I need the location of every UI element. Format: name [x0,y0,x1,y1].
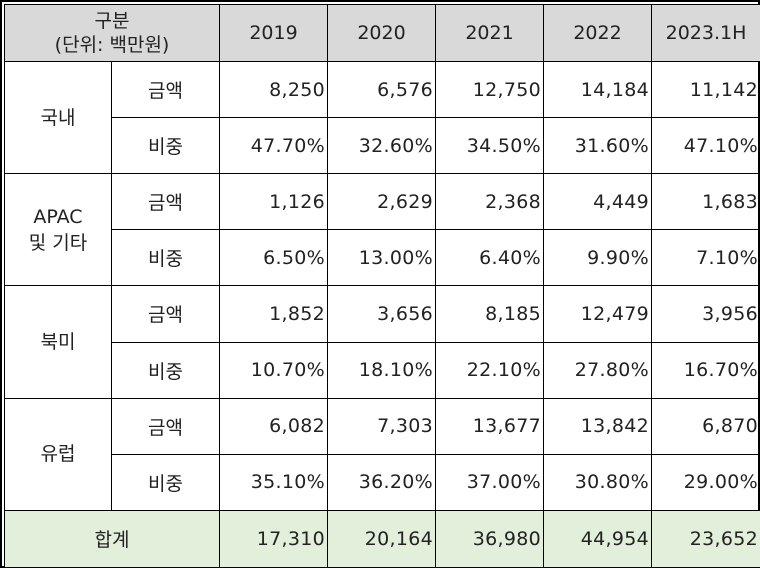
value-cell: 7.10% [651,229,760,287]
value-cell: 11,142 [651,60,760,119]
header-year-2019: 2019 [219,4,329,62]
value-cell: 8,250 [219,60,329,119]
metric-label-share: 비중 [110,117,221,175]
metric-label-amount: 금액 [110,285,221,343]
value-cell: 35.10% [219,453,329,511]
value-cell: 32.60% [327,117,437,175]
region-name: 국내 [40,106,76,129]
value-cell: 1,683 [651,173,760,231]
total-value-cell: 44,954 [543,509,653,568]
header-year-2021: 2021 [435,4,545,62]
region-name: 북미 [40,331,76,354]
region-cell-north-america: 북미 [4,285,112,399]
value-cell: 37.00% [435,453,545,511]
metric-label-amount: 금액 [110,60,221,119]
value-cell: 4,449 [543,173,653,231]
value-cell: 12,750 [435,60,545,119]
metric-label-share: 비중 [110,229,221,287]
value-cell: 29.00% [651,453,760,511]
metric-label-amount: 금액 [110,397,221,455]
value-cell: 6,082 [219,397,329,455]
value-cell: 6.40% [435,229,545,287]
table-row: 비중 6.50% 13.00% 6.40% 9.90% 7.10% [5,229,760,287]
header-category-label: 구분 [94,10,130,32]
value-cell: 36.20% [327,453,437,511]
value-cell: 3,956 [651,285,760,343]
total-value-cell: 23,652 [651,509,760,568]
value-cell: 10.70% [219,341,329,399]
table-row: 유럽 금액 6,082 7,303 13,677 13,842 6,870 [4,397,760,511]
value-cell: 31.60% [543,117,653,175]
revenue-by-region-table: 구분 (단위: 백만원) 2019 2020 2021 2022 2023.1H… [3,4,760,568]
table-row: 비중 47.70% 32.60% 34.50% 31.60% 47.10% [5,117,760,175]
value-cell: 22.10% [435,341,545,399]
value-cell: 6,870 [651,397,760,455]
header-unit-label: (단위: 백만원) [54,34,170,56]
region-cell-europe: 유럽 [4,397,112,511]
header-year-2022: 2022 [543,4,653,62]
value-cell: 6,576 [327,60,437,119]
total-value-cell: 17,310 [219,509,329,568]
value-cell: 47.70% [219,117,329,175]
value-cell: 1,126 [219,173,329,231]
value-cell: 30.80% [543,453,653,511]
value-cell: 7,303 [327,397,437,455]
metric-label-amount: 금액 [110,173,221,231]
total-label: 합계 [3,509,221,568]
value-cell: 14,184 [543,60,653,119]
total-value-cell: 20,164 [327,509,437,568]
total-row: 합계 17,310 20,164 36,980 44,954 23,652 [3,509,760,568]
region-cell-domestic: 국내 [4,60,112,175]
value-cell: 2,368 [435,173,545,231]
value-cell: 13,842 [543,397,653,455]
value-cell: 9.90% [543,229,653,287]
table-row: 비중 35.10% 36.20% 37.00% 30.80% 29.00% [5,453,760,511]
value-cell: 2,629 [327,173,437,231]
region-cell-apac: APAC 및 기타 [4,173,112,287]
value-cell: 27.80% [543,341,653,399]
header-category-cell: 구분 (단위: 백만원) [3,4,221,62]
region-name-line2: 및 기타 [28,231,88,254]
value-cell: 13,677 [435,397,545,455]
header-row: 구분 (단위: 백만원) 2019 2020 2021 2022 2023.1H [3,4,760,62]
value-cell: 13.00% [327,229,437,287]
value-cell: 6.50% [219,229,329,287]
region-name: 유럽 [40,443,76,466]
total-value-cell: 36,980 [435,509,545,568]
value-cell: 3,656 [327,285,437,343]
value-cell: 18.10% [327,341,437,399]
value-cell: 8,185 [435,285,545,343]
metric-label-share: 비중 [110,341,221,399]
table-row: 비중 10.70% 18.10% 22.10% 27.80% 16.70% [5,341,760,399]
table-row: 국내 금액 8,250 6,576 12,750 14,184 11,142 [4,60,760,175]
value-cell: 34.50% [435,117,545,175]
header-year-2023-1h: 2023.1H [651,4,760,62]
table-row: 북미 금액 1,852 3,656 8,185 12,479 3,956 [4,285,760,399]
metric-label-share: 비중 [110,453,221,511]
value-cell: 1,852 [219,285,329,343]
value-cell: 16.70% [651,341,760,399]
value-cell: 12,479 [543,285,653,343]
table-row: APAC 및 기타 금액 1,126 2,629 2,368 4,449 1,6… [4,173,760,287]
region-name: APAC [33,205,83,228]
value-cell: 47.10% [651,117,760,175]
header-year-2020: 2020 [327,4,437,62]
